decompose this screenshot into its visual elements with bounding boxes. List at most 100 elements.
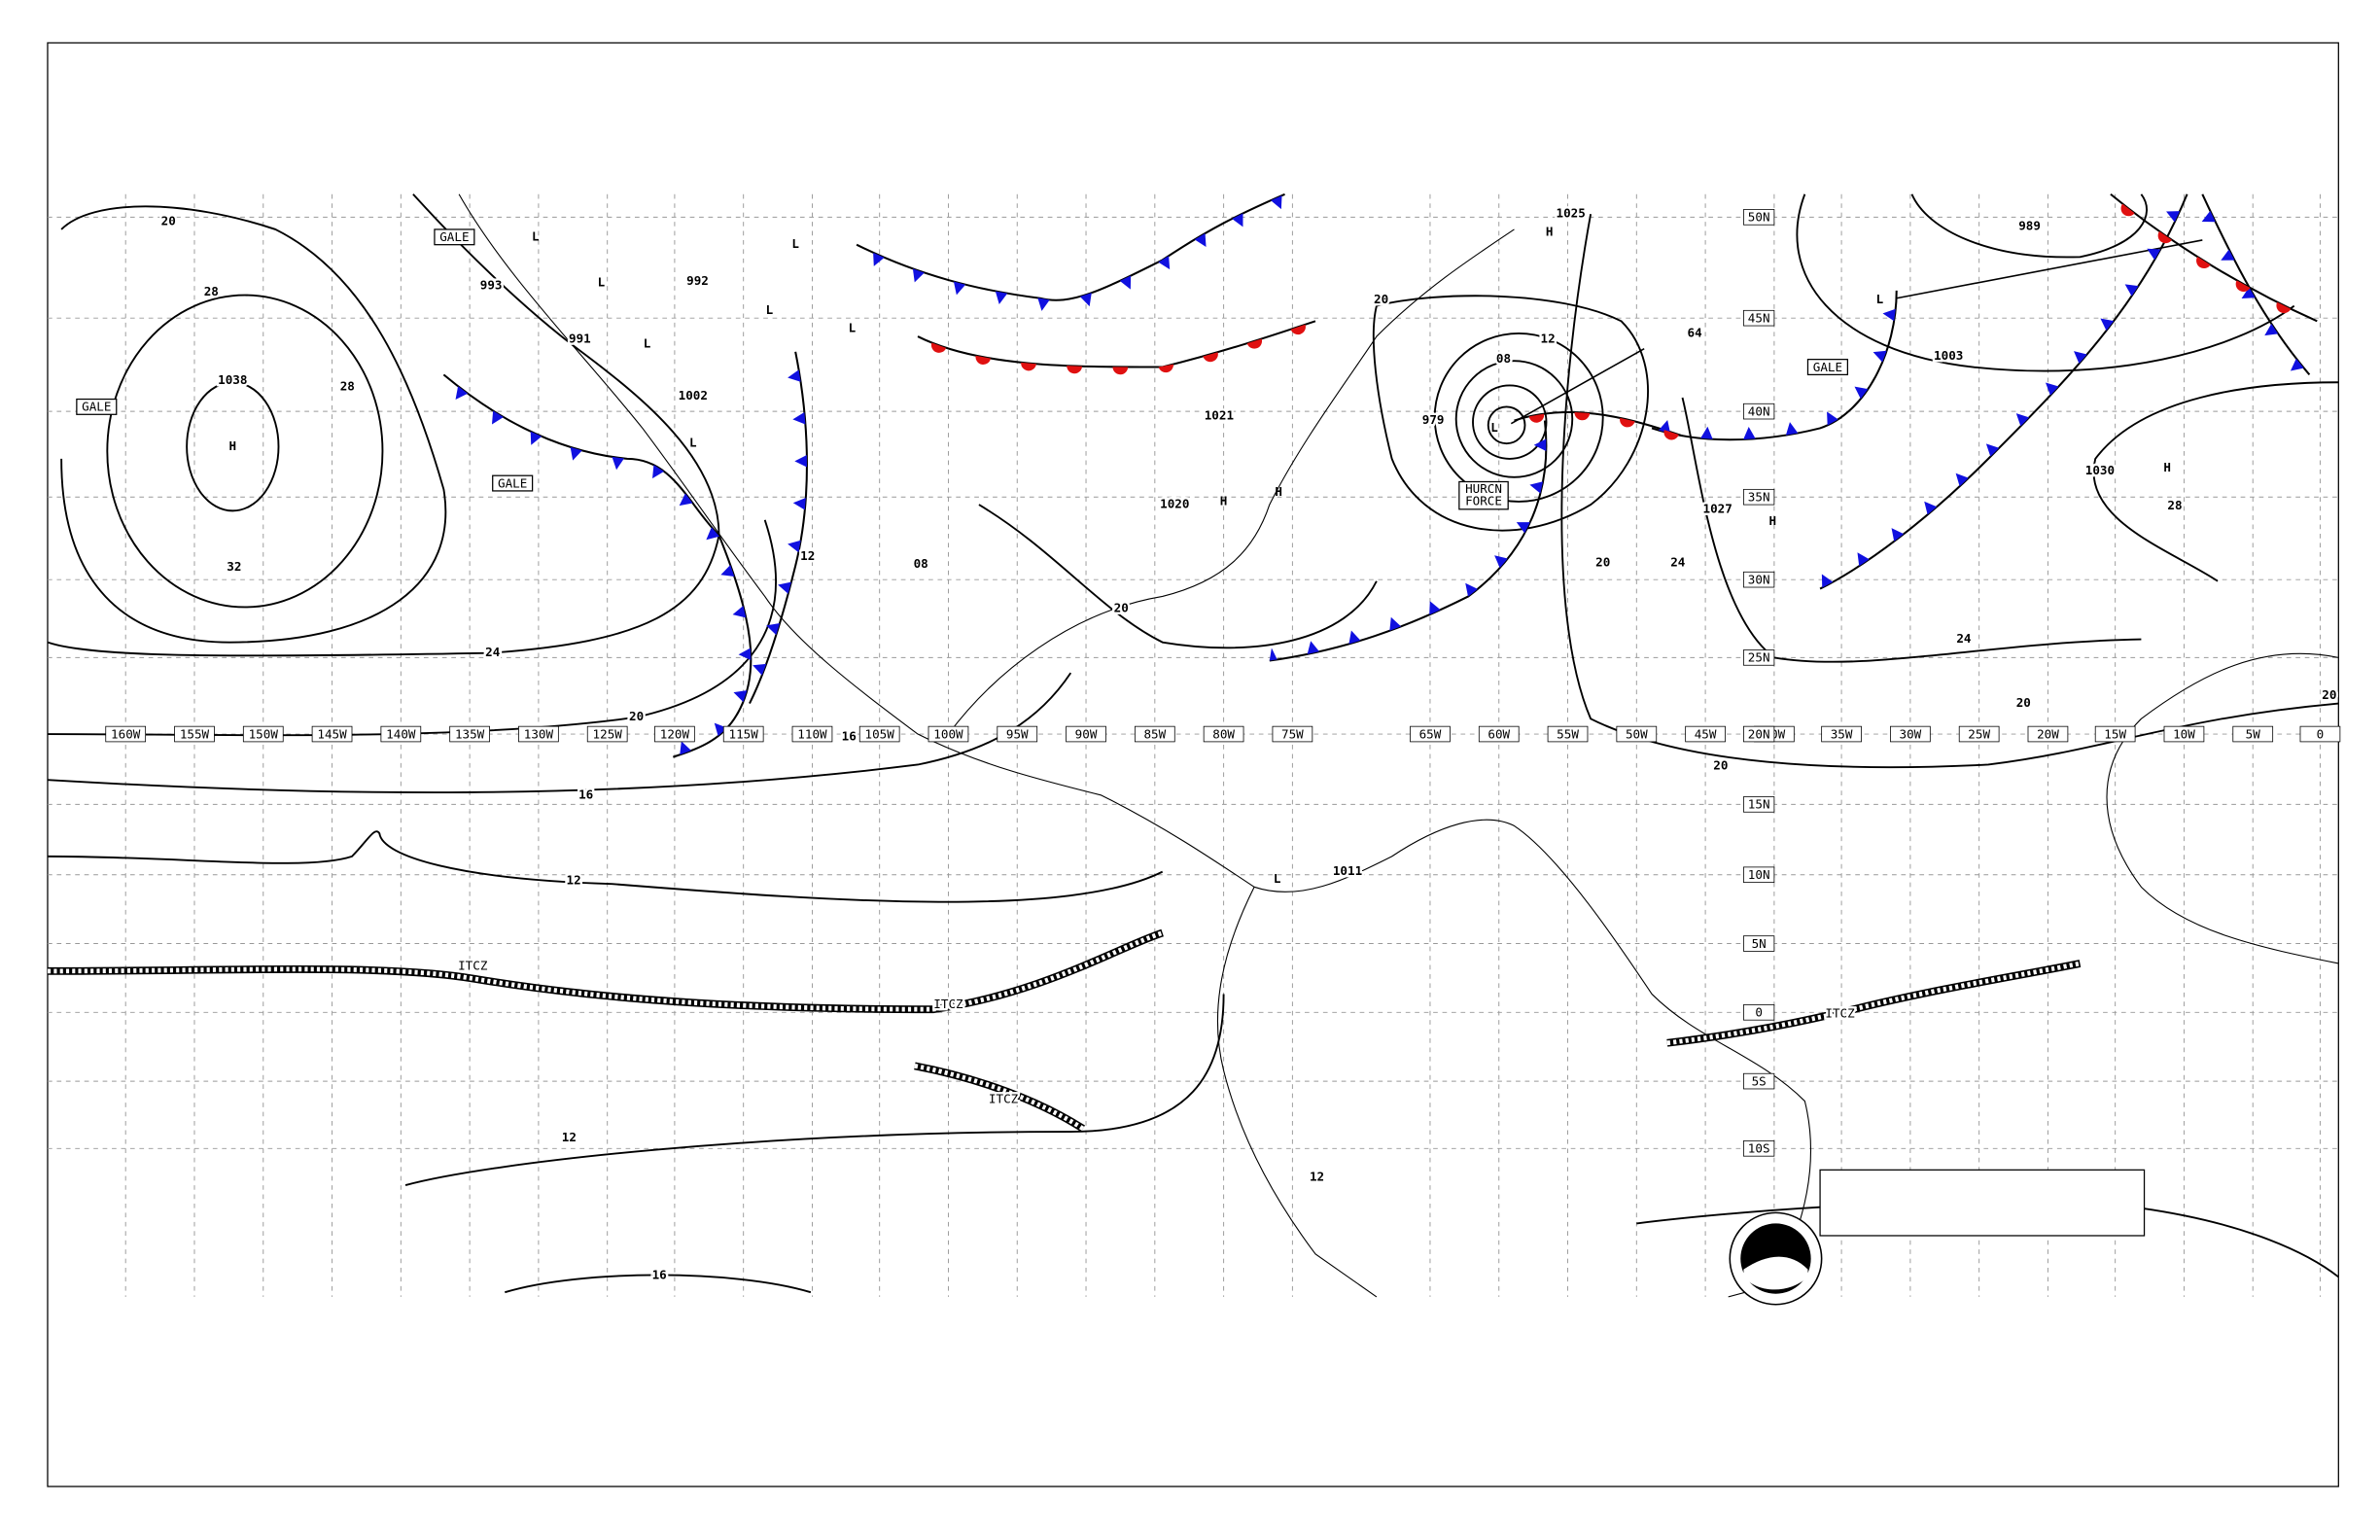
longitude-label: 105W [865, 726, 895, 741]
pressure-value: 1030 [2085, 463, 2115, 477]
gale-box [1806, 359, 1849, 376]
latitude-label: 45N [1748, 310, 1770, 325]
pressure-value: 1038 [218, 372, 247, 387]
labels: 160W 155W 150W 145W 140W 135W 130W 125W 120W 115W… [76, 203, 2341, 1284]
cold-front-pip [1232, 213, 1243, 228]
cold-front-pip [1348, 630, 1361, 645]
cold-front-pip [2124, 284, 2139, 297]
pressure-value: 1027 [1703, 501, 1732, 515]
lon-label-box [242, 725, 284, 743]
lon-label-box [380, 725, 422, 743]
cold-front-pip [455, 386, 469, 401]
cold-front-pip [1269, 648, 1278, 661]
longitude-label: 100W [933, 726, 963, 741]
longitude-label: 80W [1212, 726, 1235, 741]
isobar [404, 994, 1225, 1186]
lon-label-box [2094, 725, 2136, 743]
coastline [2106, 652, 2339, 964]
longitude-label: 65W [1419, 726, 1442, 741]
cold-front-pip [995, 291, 1008, 304]
latitude-label: 50N [1748, 210, 1770, 225]
cold-front-pip [1533, 438, 1547, 451]
latitude-label: 0 [1755, 1005, 1763, 1020]
isobar-label: 20 [629, 709, 644, 723]
latitude-label: 35N [1748, 490, 1770, 505]
warm-front-pip [2120, 203, 2135, 217]
lon-label-box [654, 725, 695, 743]
latitude-label: 10N [1748, 867, 1770, 882]
gale-label: GALE [498, 475, 527, 490]
pressure-center-symbol: H [2163, 460, 2171, 474]
lon-label-box [2299, 725, 2341, 743]
warm-front-pip [930, 342, 947, 353]
longitude-label: 0 [2317, 726, 2325, 741]
lon-label-box [997, 725, 1038, 743]
cold-front-pip [491, 410, 504, 425]
gale-box [492, 474, 534, 492]
gale-box [434, 228, 475, 246]
warm-front-pip [2196, 257, 2211, 269]
isobar-label: 12 [567, 873, 581, 888]
isobar [1454, 360, 1574, 478]
pressure-center-symbol: H [229, 438, 237, 453]
warm-front-pip [1203, 352, 1218, 363]
lat-label-box [1743, 725, 1775, 743]
fronts [442, 192, 2318, 758]
cold-front [1269, 420, 1548, 662]
cold-front-pip [2241, 287, 2256, 299]
cold-front-pip [1037, 298, 1050, 311]
lon-label-box [1821, 725, 1862, 743]
longitude-label: 15W [2104, 726, 2126, 741]
coastline [458, 193, 1812, 1298]
lat-label-box [1743, 935, 1775, 952]
hurricane-force-label: FORCE [1465, 493, 1502, 508]
isobar-label: 24 [1670, 554, 1685, 569]
lat-label-box [1743, 309, 1775, 327]
pressure-center-symbol: L [1876, 292, 1884, 306]
pressure-value: 1021 [1205, 407, 1234, 422]
cold-front-pip [1658, 419, 1671, 434]
isobar [2092, 381, 2339, 582]
cold-front-pip [1389, 616, 1402, 631]
cold-front-pip [732, 606, 747, 618]
isobar-label: 993 [480, 278, 503, 293]
cold-front-pip [1465, 582, 1478, 597]
itcz-line [914, 1064, 1085, 1131]
isobar-label: 16 [842, 729, 857, 744]
isobar-label: 12 [562, 1130, 577, 1144]
isobar [186, 381, 280, 512]
cold-front-pip [2166, 211, 2181, 223]
longitude-label: 50W [1626, 726, 1648, 741]
longitude-label: 45W [1695, 726, 1717, 741]
lat-label-box [1743, 209, 1775, 226]
cold-front-pip [530, 431, 542, 445]
longitude-label: 95W [1006, 726, 1029, 741]
isobar [47, 519, 777, 737]
cold-front-pip [1743, 427, 1756, 439]
longitude-label: 155W [180, 726, 210, 741]
pressure-center-symbol: H [1546, 225, 1554, 239]
pressure-value: 1020 [1160, 497, 1189, 511]
pressure-value: 979 [1422, 412, 1445, 427]
isobar-label: 64 [1688, 325, 1702, 339]
lat-label-box [1743, 1004, 1775, 1021]
warm-front-pip [1620, 417, 1635, 428]
cold-front-pip [1529, 481, 1544, 494]
cold-front-pip [679, 493, 693, 507]
cold-front-pip [612, 456, 624, 471]
lon-label-box [1890, 725, 1931, 743]
lon-label-box [928, 725, 969, 743]
isobar-label: 28 [340, 378, 355, 393]
gale-label: GALE [439, 229, 469, 244]
isobar-label: 28 [2167, 498, 2182, 512]
longitude-label: 135W [455, 726, 485, 741]
lon-label-box [449, 725, 490, 743]
warm-front-pip [1574, 412, 1591, 421]
cold-front-pip [1700, 426, 1713, 439]
warm-front [2110, 192, 2318, 323]
cold-front-pip [2074, 351, 2087, 365]
longitude-label: 110W [797, 726, 827, 741]
pressure-value: 1025 [1557, 206, 1586, 221]
isobar [978, 504, 1378, 649]
longitude-label: 145W [317, 726, 347, 741]
